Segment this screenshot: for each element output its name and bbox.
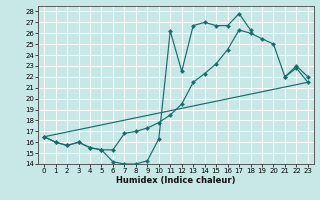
X-axis label: Humidex (Indice chaleur): Humidex (Indice chaleur) — [116, 176, 236, 185]
